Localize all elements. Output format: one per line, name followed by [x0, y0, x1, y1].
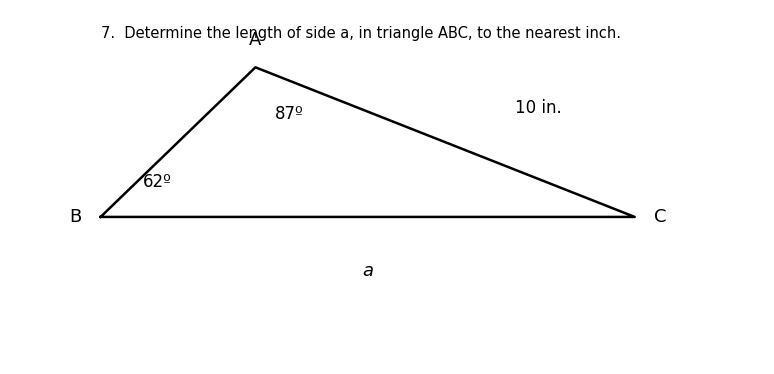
Text: 62º: 62º [143, 173, 172, 191]
Text: a: a [362, 262, 373, 280]
Text: 10 in.: 10 in. [515, 99, 561, 117]
Text: B: B [69, 208, 81, 226]
Text: C: C [654, 208, 666, 226]
Text: A: A [249, 31, 262, 49]
Text: 87º: 87º [275, 105, 303, 123]
Text: 7.  Determine the length of side a, in triangle ABC, to the nearest inch.: 7. Determine the length of side a, in tr… [101, 26, 621, 41]
